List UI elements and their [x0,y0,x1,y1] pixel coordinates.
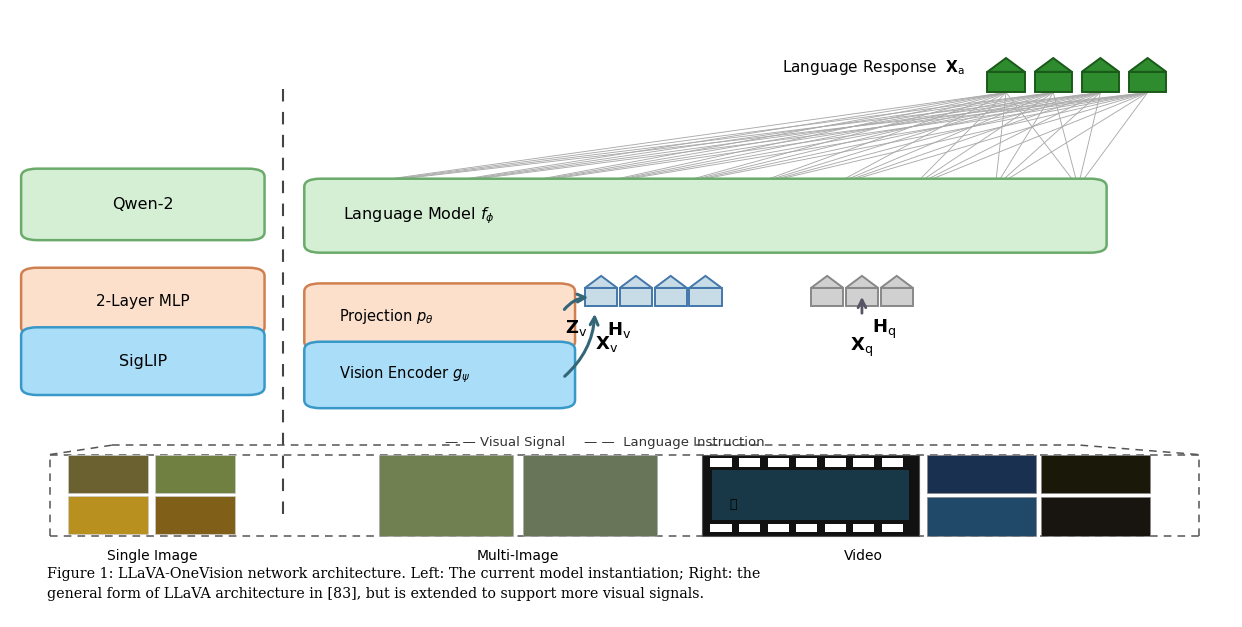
FancyBboxPatch shape [853,458,874,467]
Text: Figure 1: LLaVA-OneVision network architecture. Left: The current model instanti: Figure 1: LLaVA-OneVision network archit… [47,567,760,601]
Text: Language Response  $\mathbf{X}_\mathrm{a}$: Language Response $\mathbf{X}_\mathrm{a}… [782,58,965,77]
FancyBboxPatch shape [702,455,919,536]
Polygon shape [655,276,687,288]
FancyBboxPatch shape [523,455,657,536]
Polygon shape [811,276,843,288]
Polygon shape [585,276,617,288]
Text: Single Image: Single Image [107,549,197,562]
FancyBboxPatch shape [1129,71,1166,92]
FancyBboxPatch shape [154,496,235,534]
FancyBboxPatch shape [585,288,617,306]
FancyBboxPatch shape [712,470,909,520]
Polygon shape [689,276,722,288]
FancyBboxPatch shape [689,288,722,306]
FancyBboxPatch shape [21,327,265,395]
FancyBboxPatch shape [620,288,652,306]
FancyBboxPatch shape [927,497,1036,536]
Polygon shape [1129,58,1166,71]
FancyBboxPatch shape [927,455,1036,493]
Text: $\mathbf{Z}_\mathrm{v}$: $\mathbf{Z}_\mathrm{v}$ [565,318,587,338]
Text: SigLIP: SigLIP [119,354,166,369]
FancyBboxPatch shape [846,288,878,306]
FancyBboxPatch shape [1041,455,1150,493]
FancyBboxPatch shape [882,458,903,467]
FancyBboxPatch shape [304,283,575,350]
Polygon shape [1035,58,1072,71]
FancyBboxPatch shape [796,524,817,532]
FancyBboxPatch shape [304,179,1107,253]
FancyBboxPatch shape [881,288,913,306]
Text: 2-Layer MLP: 2-Layer MLP [96,294,190,309]
Text: Video: Video [843,549,883,562]
Text: $\mathbf{H}_\mathrm{v}$: $\mathbf{H}_\mathrm{v}$ [607,320,632,340]
FancyBboxPatch shape [768,458,789,467]
Text: $\mathbf{H}_\mathrm{q}$: $\mathbf{H}_\mathrm{q}$ [872,318,895,342]
Polygon shape [1082,58,1119,71]
FancyBboxPatch shape [853,524,874,532]
FancyBboxPatch shape [655,288,687,306]
Text: — — Visual Signal: — — Visual Signal [445,436,565,448]
FancyBboxPatch shape [304,342,575,408]
FancyBboxPatch shape [379,455,513,536]
Text: Language Model $f_\phi$: Language Model $f_\phi$ [343,206,494,226]
Text: Projection $p_\theta$: Projection $p_\theta$ [339,307,433,326]
Text: $\mathbf{X}_\mathrm{q}$: $\mathbf{X}_\mathrm{q}$ [851,335,873,359]
FancyBboxPatch shape [987,71,1025,92]
FancyBboxPatch shape [768,524,789,532]
FancyBboxPatch shape [710,458,732,467]
Text: Qwen-2: Qwen-2 [112,197,174,212]
FancyBboxPatch shape [825,524,846,532]
Polygon shape [881,276,913,288]
FancyBboxPatch shape [21,169,265,240]
Text: — —  Language Instruction: — — Language Instruction [584,436,764,448]
Text: $\mathbf{X}_\mathrm{v}$: $\mathbf{X}_\mathrm{v}$ [595,334,619,354]
Text: Vision Encoder $g_\psi$: Vision Encoder $g_\psi$ [339,365,471,385]
FancyBboxPatch shape [710,524,732,532]
FancyBboxPatch shape [739,458,760,467]
FancyBboxPatch shape [1082,71,1119,92]
Polygon shape [846,276,878,288]
FancyBboxPatch shape [1041,497,1150,536]
FancyBboxPatch shape [796,458,817,467]
FancyBboxPatch shape [1035,71,1072,92]
FancyBboxPatch shape [21,268,265,335]
FancyBboxPatch shape [811,288,843,306]
FancyBboxPatch shape [154,455,235,493]
Text: 🎥: 🎥 [729,498,737,511]
Polygon shape [987,58,1025,71]
FancyBboxPatch shape [68,455,148,493]
Text: Multi-Image: Multi-Image [477,549,559,562]
FancyBboxPatch shape [739,524,760,532]
FancyBboxPatch shape [825,458,846,467]
FancyBboxPatch shape [882,524,903,532]
FancyBboxPatch shape [68,496,148,534]
Polygon shape [620,276,652,288]
